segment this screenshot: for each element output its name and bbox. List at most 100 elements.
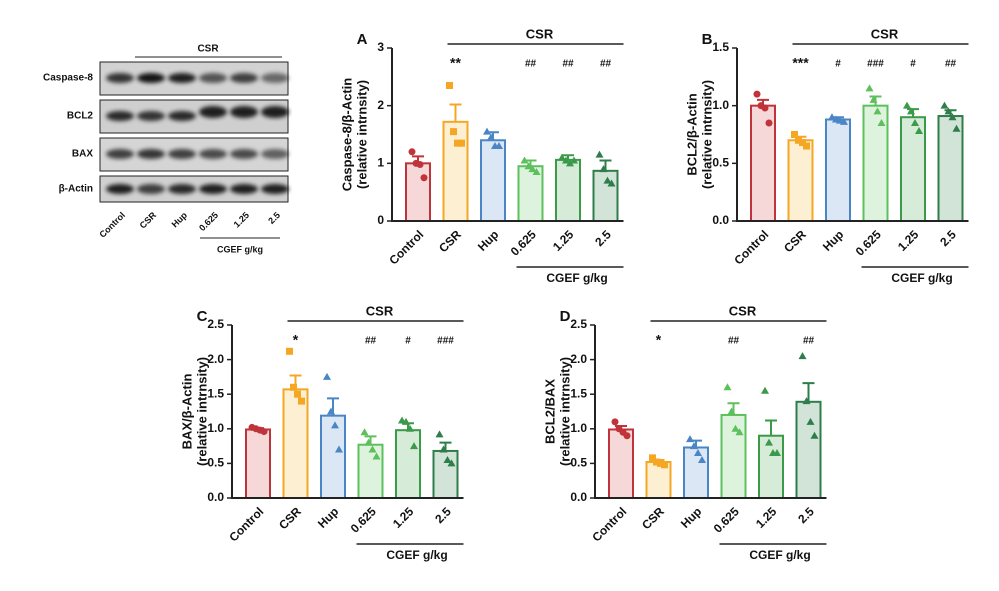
- blot-row-label: BAX: [72, 149, 93, 160]
- data-point: [558, 153, 566, 161]
- blot-band: [230, 149, 258, 159]
- data-point: [603, 176, 612, 184]
- significance-label: ##: [728, 336, 740, 347]
- data-point: [877, 118, 886, 126]
- x-tick-label: CSR: [639, 504, 667, 532]
- group-label: CSR: [197, 44, 219, 55]
- y-tick-label: 2.5: [570, 317, 587, 331]
- data-point: [753, 90, 761, 98]
- x-tick-label: 0.625: [348, 504, 379, 535]
- bar: [555, 158, 581, 223]
- data-point: [798, 352, 807, 360]
- x-tick-label: 1.25: [550, 227, 577, 254]
- blot-lane-label: Control: [97, 210, 127, 240]
- data-point: [869, 95, 878, 103]
- y-axis-title: BCL2/β-Actin: [684, 93, 699, 175]
- data-point: [690, 442, 698, 450]
- data-point: [803, 142, 810, 150]
- x-tick-label: Hup: [678, 504, 704, 530]
- x-tick-label: 0.625: [508, 227, 539, 258]
- data-point: [840, 117, 848, 125]
- significance-label: ##: [945, 59, 957, 70]
- data-point: [487, 133, 495, 141]
- panel-letter: C: [197, 308, 208, 325]
- significance-label: ###: [867, 59, 884, 70]
- x-tick-label: 1.25: [895, 227, 922, 254]
- blot-band: [230, 184, 258, 194]
- data-point: [406, 424, 414, 432]
- significance-label: ##: [562, 59, 574, 70]
- data-point: [294, 390, 301, 398]
- x-tick-label: CSR: [276, 504, 304, 532]
- x-tick-label: 0.625: [853, 227, 884, 258]
- data-point: [607, 179, 616, 187]
- bar: [395, 429, 421, 499]
- error-bar: [802, 382, 815, 402]
- y-tick-label: 3: [377, 40, 384, 54]
- y-tick-label: 0.0: [207, 490, 224, 504]
- data-point: [903, 101, 911, 109]
- x-tick-label: Control: [731, 227, 771, 267]
- y-tick-label: 0.5: [712, 156, 729, 170]
- x-tick-label: Control: [226, 504, 266, 544]
- y-axis-title: (relative intrnsity): [194, 357, 209, 466]
- panel-letter: A: [357, 31, 368, 48]
- blot-lane-label: Hup: [170, 210, 190, 230]
- axes: [231, 325, 464, 499]
- y-axis-title: BCL2/BAX: [542, 379, 557, 444]
- significance-label: ##: [365, 336, 377, 347]
- significance-label: ###: [437, 336, 454, 347]
- blot-row-label: Caspase-8: [43, 73, 93, 84]
- data-point: [528, 165, 537, 173]
- axes: [391, 48, 624, 222]
- group-label: CSR: [366, 303, 394, 318]
- bar: [720, 413, 747, 499]
- data-point: [940, 101, 949, 109]
- x-tick-label: Hup: [820, 227, 846, 253]
- blot-band: [137, 73, 165, 83]
- data-point: [532, 167, 541, 175]
- data-point: [952, 124, 961, 132]
- data-point: [727, 407, 736, 415]
- data-point: [795, 136, 802, 144]
- y-axis-title: (relative intrnsity): [354, 80, 369, 189]
- significance-label: ##: [525, 59, 537, 70]
- y-tick-label: 1.5: [712, 40, 729, 54]
- blot-band: [137, 111, 165, 121]
- data-point: [694, 449, 702, 457]
- panel-letter: B: [702, 31, 713, 48]
- blot-band: [168, 149, 196, 159]
- data-point: [368, 445, 377, 453]
- data-point: [327, 407, 335, 415]
- data-point: [799, 139, 806, 147]
- blot-lane-label: CSR: [138, 210, 159, 231]
- bar: [825, 118, 851, 222]
- significance-label: #: [405, 336, 411, 347]
- data-point: [447, 459, 456, 467]
- bar: [442, 120, 469, 222]
- group-label: CGEF g/kg: [891, 271, 952, 285]
- data-point: [802, 397, 811, 405]
- blot-lane-label: 2.5: [266, 210, 282, 226]
- bar: [480, 139, 506, 222]
- blot-band: [106, 73, 134, 83]
- y-tick-label: 0.0: [712, 213, 729, 227]
- y-tick-label: 1.0: [570, 421, 587, 435]
- y-tick-label: 2: [377, 98, 384, 112]
- group-label: CSR: [729, 303, 757, 318]
- bar: [900, 116, 926, 222]
- y-tick-label: 1.5: [207, 386, 224, 400]
- data-point: [761, 386, 769, 394]
- data-point: [865, 84, 874, 92]
- blot-lane-label: 0.625: [197, 210, 220, 233]
- data-point: [443, 455, 452, 463]
- data-point: [402, 417, 410, 425]
- data-point: [335, 445, 343, 453]
- data-point: [698, 455, 706, 463]
- blot-band: [106, 184, 134, 194]
- data-point: [765, 119, 773, 127]
- blot-band: [199, 106, 227, 118]
- data-point: [570, 156, 578, 164]
- blot-band: [261, 184, 289, 194]
